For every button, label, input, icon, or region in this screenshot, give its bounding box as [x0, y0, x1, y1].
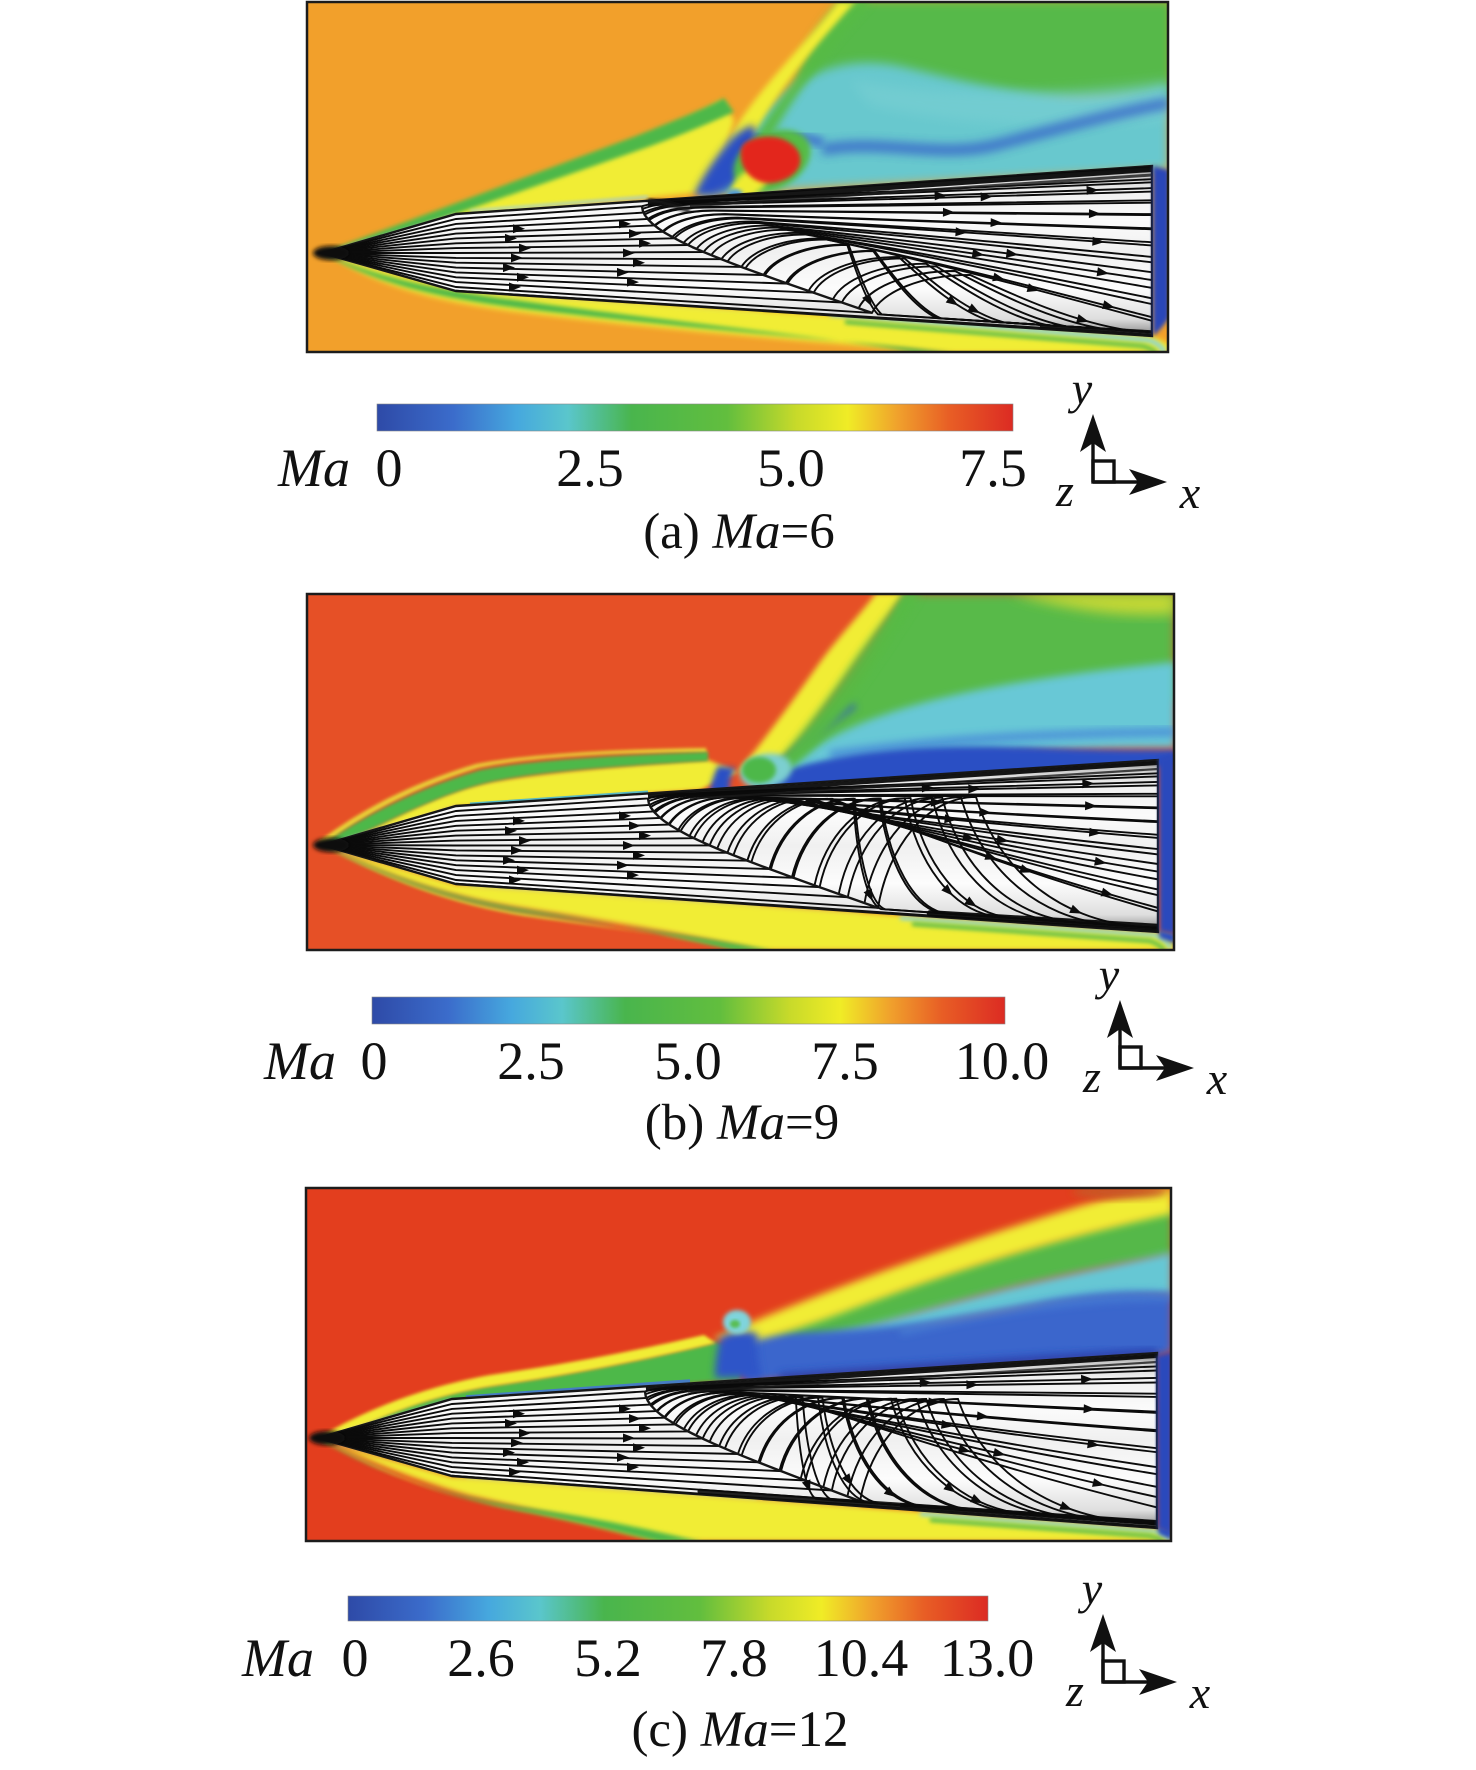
svg-text:2.6: 2.6: [447, 1628, 515, 1688]
svg-text:2.5: 2.5: [556, 438, 624, 498]
svg-text:0: 0: [361, 1031, 388, 1091]
svg-text:y: y: [1078, 1563, 1103, 1614]
svg-text:Ma: Ma: [277, 438, 350, 498]
svg-text:z: z: [1065, 1665, 1084, 1716]
svg-text:0: 0: [376, 438, 403, 498]
svg-text:13.0: 13.0: [940, 1628, 1035, 1688]
svg-text:z: z: [1082, 1051, 1101, 1102]
svg-text:z: z: [1055, 465, 1074, 516]
svg-text:x: x: [1206, 1053, 1228, 1104]
svg-text:10.4: 10.4: [814, 1628, 909, 1688]
svg-text:(b) Ma=9: (b) Ma=9: [645, 1095, 839, 1151]
svg-text:2.5: 2.5: [497, 1031, 565, 1091]
svg-text:5.0: 5.0: [757, 438, 825, 498]
svg-text:7.5: 7.5: [811, 1031, 879, 1091]
svg-text:5.0: 5.0: [654, 1031, 722, 1091]
svg-text:10.0: 10.0: [955, 1031, 1050, 1091]
svg-text:x: x: [1179, 467, 1201, 518]
svg-text:5.2: 5.2: [574, 1628, 642, 1688]
svg-text:y: y: [1095, 949, 1120, 1000]
svg-text:(a) Ma=6: (a) Ma=6: [643, 504, 835, 560]
svg-text:y: y: [1068, 363, 1093, 414]
svg-text:Ma: Ma: [241, 1628, 314, 1688]
svg-text:7.8: 7.8: [700, 1628, 768, 1688]
svg-text:7.5: 7.5: [959, 438, 1027, 498]
svg-text:(c) Ma=12: (c) Ma=12: [631, 1702, 848, 1758]
svg-text:x: x: [1189, 1667, 1211, 1718]
svg-text:0: 0: [342, 1628, 369, 1688]
svg-text:Ma: Ma: [263, 1031, 336, 1091]
